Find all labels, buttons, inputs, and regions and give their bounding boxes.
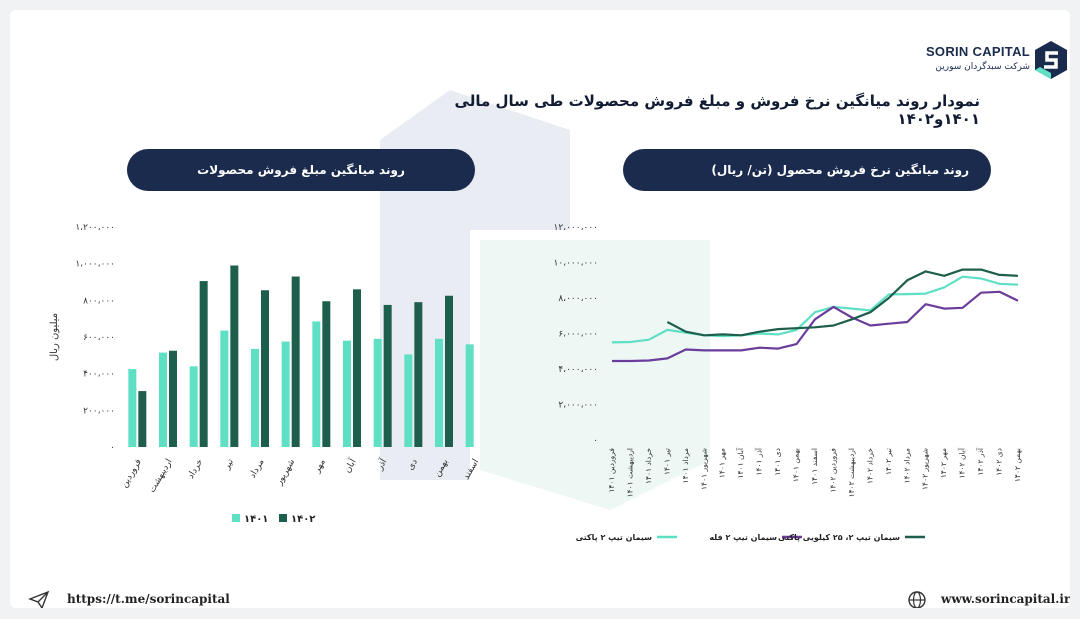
series-line-سیمان تیپ ۲ فله bbox=[612, 290, 1019, 363]
bar-۱۴۰۲-آذر bbox=[383, 304, 392, 447]
y-tick-label: ۶،۰۰۰،۰۰۰ bbox=[558, 330, 598, 340]
page-title: نمودار روند میانگین نرخ فروش و مبلغ فروش… bbox=[454, 92, 980, 128]
y-tick-label: ۶۰۰،۰۰۰ bbox=[83, 333, 115, 343]
x-tick-label: دی bbox=[406, 458, 420, 473]
legend-label: ۱۴۰۲ bbox=[291, 514, 315, 525]
x-tick-label: آبان ۱۴۰۲ bbox=[957, 447, 967, 478]
y-tick-label: ۱،۰۰۰،۰۰۰ bbox=[75, 260, 115, 270]
bar-chart: ۰ ۲۰۰،۰۰۰ ۴۰۰،۰۰۰ ۶۰۰،۰۰۰ ۸۰۰،۰۰۰ ۱،۰۰۰،۰۰۰ ۱،… bbox=[49, 223, 481, 525]
logo-mark-icon bbox=[1035, 41, 1067, 79]
y-tick-label: ۸،۰۰۰،۰۰۰ bbox=[558, 294, 598, 304]
send-icon bbox=[28, 590, 50, 608]
line-chart: ۰ ۲،۰۰۰،۰۰۰ ۴،۰۰۰،۰۰۰ ۶،۰۰۰،۰۰۰ ۸،۰۰۰،۰۰۰ ۱۰،… bbox=[554, 223, 1022, 542]
x-tick-label: آذر ۱۴۰۱ bbox=[754, 447, 764, 475]
bar-۱۴۰۲-مهر bbox=[322, 301, 331, 447]
legend-label: سیمان تیپ ۲ فله bbox=[709, 533, 777, 542]
globe-icon bbox=[908, 591, 926, 608]
x-tick-label: تیر ۱۴۰۱ bbox=[662, 448, 671, 475]
x-tick-label: بهمن ۱۴۰۱ bbox=[792, 448, 801, 482]
series-line-سیمان تیپ ۲ پاکتی bbox=[611, 275, 1019, 344]
bar-۱۴۰۱-دی bbox=[404, 354, 413, 447]
x-tick-label: تیر ۱۴۰۲ bbox=[884, 448, 893, 475]
bar-۱۴۰۲-دی bbox=[414, 302, 423, 447]
bar-۱۴۰۲-تیر bbox=[230, 265, 239, 447]
y-axis-title: میلیون ریال bbox=[49, 313, 60, 361]
y-tick-label: ۲،۰۰۰،۰۰۰ bbox=[558, 401, 598, 411]
x-tick-label: آذر ۱۴۰۲ bbox=[975, 447, 985, 475]
bar-۱۴۰۲-بهمن bbox=[445, 295, 453, 447]
legend-label: سیمان تیپ ۲ پاکتی bbox=[576, 533, 652, 542]
legend-label: ۱۴۰۱ bbox=[244, 514, 268, 525]
x-tick-label: دی ۱۴۰۲ bbox=[995, 448, 1004, 476]
bar-۱۴۰۲-خرداد bbox=[199, 281, 208, 447]
bar-۱۴۰۱-اردیبهشت bbox=[159, 352, 167, 447]
x-tick-label: مرداد ۱۴۰۲ bbox=[902, 448, 911, 483]
x-tick-label: مرداد ۱۴۰۱ bbox=[681, 448, 690, 483]
line-chart-title: روند میانگین نرخ فروش محصول (تن/ ریال) bbox=[623, 149, 991, 191]
y-tick-label: ۰ bbox=[110, 443, 115, 453]
x-tick-label: بهمن ۱۴۰۲ bbox=[1013, 448, 1022, 482]
legend-label: سیمان تیپ ۲، ۲۵ کیلویی پاکتی bbox=[778, 533, 900, 542]
x-tick-label: آبان ۱۴۰۱ bbox=[735, 447, 745, 478]
y-tick-label: ۱۰،۰۰۰،۰۰۰ bbox=[554, 259, 598, 269]
bar-۱۴۰۱-تیر bbox=[220, 330, 229, 447]
brand-logo: SORIN CAPITAL شرکت سبدگردان سورین bbox=[910, 38, 1070, 90]
series-line-سیمان تیپ ۲، ۲۵ کیلویی پاکتی bbox=[666, 268, 1019, 337]
y-tick-label: ۱۲،۰۰۰،۰۰۰ bbox=[554, 223, 598, 233]
y-tick-label: ۴،۰۰۰،۰۰۰ bbox=[558, 365, 598, 375]
infographic-card: SORIN CAPITAL شرکت سبدگردان سورین نمودار… bbox=[10, 10, 1070, 608]
bar-chart-title: روند میانگین مبلغ فروش محصولات bbox=[127, 149, 475, 191]
bar-۱۴۰۱-مرداد bbox=[251, 348, 259, 447]
legend-swatch bbox=[232, 514, 240, 522]
y-tick-label: ۲۰۰،۰۰۰ bbox=[83, 406, 115, 416]
bar-۱۴۰۲-مرداد bbox=[261, 290, 269, 447]
x-tick-label: اسفند ۱۴۰۱ bbox=[810, 448, 819, 485]
website-link[interactable]: www.sorincapital.ir bbox=[941, 592, 1070, 606]
x-tick-label: شهریور ۱۴۰۱ bbox=[699, 448, 708, 490]
bar-۱۴۰۲-اردیبهشت bbox=[169, 350, 177, 447]
x-tick-label: اردیبهشت ۱۴۰۲ bbox=[847, 448, 856, 497]
bar-۱۴۰۱-مهر bbox=[312, 321, 321, 447]
x-tick-label: دی ۱۴۰۱ bbox=[773, 448, 782, 476]
bar-۱۴۰۱-بهمن bbox=[435, 338, 443, 447]
telegram-link[interactable]: https://t.me/sorincapital bbox=[67, 592, 230, 606]
bar-۱۴۰۱-خرداد bbox=[189, 366, 198, 447]
bar-۱۴۰۱-فروردین bbox=[128, 369, 137, 447]
brand-name: SORIN CAPITAL bbox=[925, 44, 1030, 59]
y-tick-label: ۰ bbox=[593, 436, 598, 446]
bar-۱۴۰۱-شهریور bbox=[281, 341, 290, 447]
bar-۱۴۰۲-آبان bbox=[353, 289, 361, 447]
bar-۱۴۰۱-اسفند bbox=[465, 344, 474, 447]
bar-۱۴۰۱-آبان bbox=[343, 340, 351, 447]
bar-۱۴۰۲-شهریور bbox=[291, 276, 300, 447]
x-tick-label: فروردین ۱۴۰۱ bbox=[607, 448, 616, 493]
x-tick-label: شهریور ۱۴۰۲ bbox=[921, 448, 930, 490]
x-tick-label: خرداد ۱۴۰۲ bbox=[865, 448, 874, 484]
x-tick-label: فروردین ۱۴۰۲ bbox=[828, 448, 837, 493]
legend-swatch bbox=[279, 514, 287, 522]
y-tick-label: ۴۰۰،۰۰۰ bbox=[83, 370, 115, 380]
brand-subtitle: شرکت سبدگردان سورین bbox=[935, 62, 1030, 72]
bar-۱۴۰۲-فروردین bbox=[138, 391, 147, 447]
y-tick-label: ۸۰۰،۰۰۰ bbox=[83, 296, 115, 306]
x-tick-label: اردیبهشت ۱۴۰۱ bbox=[625, 448, 634, 497]
x-tick-label: مهر ۱۴۰۲ bbox=[939, 448, 948, 478]
bar-۱۴۰۱-آذر bbox=[373, 338, 382, 447]
x-tick-label: مهر ۱۴۰۱ bbox=[718, 448, 727, 478]
y-tick-label: ۱،۲۰۰،۰۰۰ bbox=[75, 223, 115, 233]
x-tick-label: خرداد ۱۴۰۱ bbox=[644, 448, 653, 484]
